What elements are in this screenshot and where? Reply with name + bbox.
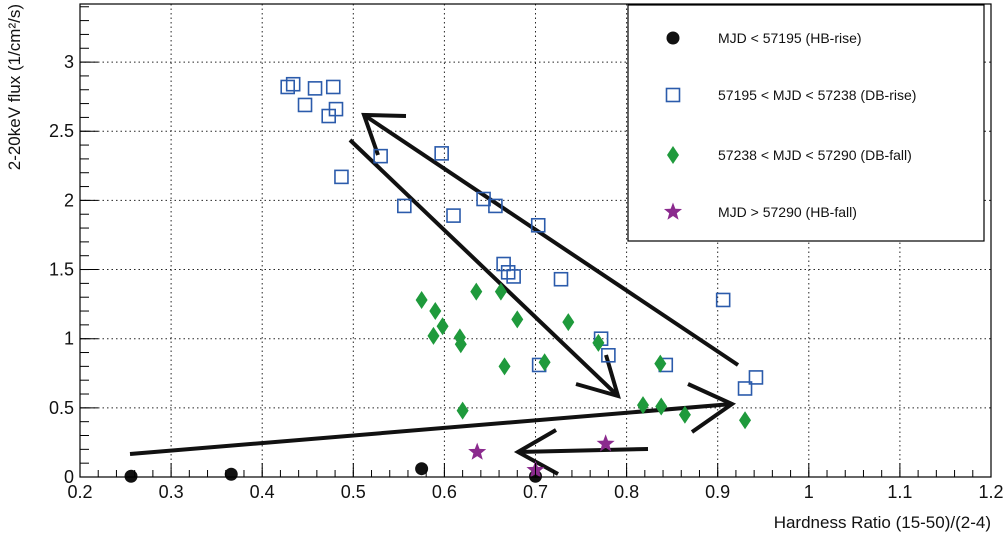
arrow-shaft [129,402,733,456]
x-tick-labels: 0.2 0.3 0.4 0.5 0.6 0.7 0.8 0.9 1 1.1 1.2 [67,482,1003,502]
arrow-head [687,382,737,434]
x-tick-label: 0.4 [250,482,275,502]
data-point [436,317,449,336]
data-point [307,81,323,96]
x-tick-label: 1 [804,482,814,502]
x-tick-label: 0.9 [705,482,730,502]
data-point [748,370,764,385]
arrows [129,112,740,476]
data-point [678,405,691,424]
data-point [498,357,511,376]
legend-marker [663,202,683,220]
data-point [334,169,349,185]
data-point [456,401,469,420]
data-point [373,148,388,164]
data-point [654,354,667,373]
data-point [321,108,337,124]
data-point [429,302,442,321]
x-tick-label: 0.6 [432,482,457,502]
axis-ticks [79,6,992,478]
arrow-head [361,112,407,156]
data-point [488,198,503,214]
legend-label: MJD < 57195 (HB-rise) [718,30,862,46]
data-point [655,397,668,416]
data-point [737,381,753,396]
data-point [494,282,507,301]
grid [80,4,991,477]
data-point [592,333,605,352]
legend-label: 57195 < MJD < 57238 (DB-rise) [718,87,916,103]
data-point [739,411,752,430]
data-point [446,208,461,223]
arrow-shaft [517,447,649,454]
y-tick-label: 1 [64,329,74,349]
data-point [224,467,238,481]
y-tick-labels: 0 0.5 1 1.5 2 2.5 3 [49,52,74,487]
data-point [562,313,575,332]
legend-marker [666,31,680,45]
data-point [415,462,429,476]
x-tick-label: 0.2 [67,482,92,502]
legend-label: 57238 < MJD < 57290 (DB-fall) [718,147,912,163]
y-tick-label: 2 [64,190,74,210]
y-tick-label: 2.5 [49,121,74,141]
arrow-shaft [348,138,620,398]
data-point [601,347,616,363]
x-tick-label: 0.3 [159,482,184,502]
data-point [715,292,731,308]
data-point [427,326,440,345]
legend-label: MJD > 57290 (HB-fall) [718,204,857,220]
legend-box [627,4,985,242]
data-point [511,310,524,329]
y-tick-label: 0 [64,467,74,487]
arrow-head [575,354,621,399]
data-point [280,79,296,95]
y-tick-label: 1.5 [49,260,74,280]
data-point [496,256,511,272]
arrow-shaft [362,113,740,367]
data-point [325,79,341,95]
y-tick-label: 3 [64,52,74,72]
y-tick-label: 0.5 [49,398,74,418]
data-point [434,146,449,161]
data-point [468,442,487,460]
x-tick-label: 0.8 [614,482,639,502]
data-point [553,271,569,287]
x-tick-label: 1.1 [887,482,912,502]
data-point [285,76,301,92]
x-tick-label: 0.7 [523,482,548,502]
legend: MJD < 57195 (HB-rise) 57195 < MJD < 57238… [627,4,985,242]
data-point [538,353,551,372]
y-axis-title: 2-20keV flux (1/cm²/s) [5,4,24,170]
data-point [297,97,313,113]
data-point [124,469,138,483]
data-point [397,198,412,214]
data-point [454,335,467,354]
data-point [415,290,428,309]
x-tick-label: 0.5 [341,482,366,502]
legend-marker [667,146,679,164]
x-axis-title: Hardness Ratio (15-50)/(2-4) [774,513,991,532]
data-point [596,434,615,452]
x-tick-label: 1.2 [978,482,1003,502]
legend-marker [665,87,681,103]
data-point [506,269,521,284]
data-point [530,217,546,233]
arrow-head [513,428,559,476]
data-point [500,265,516,280]
data-point [636,396,649,415]
data-point [470,282,483,301]
